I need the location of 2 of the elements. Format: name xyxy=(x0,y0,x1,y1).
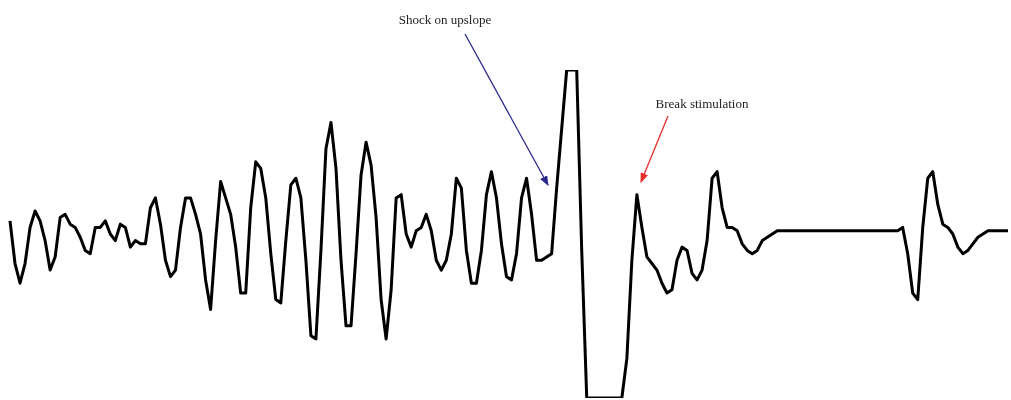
annotation: Break stimulation xyxy=(655,96,749,111)
text: Shock on upslope xyxy=(398,12,492,27)
